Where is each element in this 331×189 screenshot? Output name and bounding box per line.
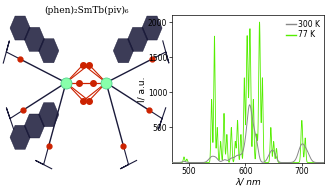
Polygon shape [39, 103, 59, 127]
Polygon shape [10, 16, 30, 40]
Polygon shape [24, 27, 45, 51]
Legend: 300 K, 77 K: 300 K, 77 K [286, 19, 320, 40]
Polygon shape [39, 39, 59, 63]
Y-axis label: I/ a.u.: I/ a.u. [137, 76, 147, 101]
Polygon shape [142, 16, 162, 40]
Polygon shape [24, 114, 45, 138]
Polygon shape [127, 27, 148, 51]
Polygon shape [113, 39, 133, 63]
Polygon shape [10, 125, 30, 149]
X-axis label: λ/ nm: λ/ nm [235, 178, 261, 187]
Text: (phen)₂SmTb(piv)₆: (phen)₂SmTb(piv)₆ [44, 6, 128, 15]
